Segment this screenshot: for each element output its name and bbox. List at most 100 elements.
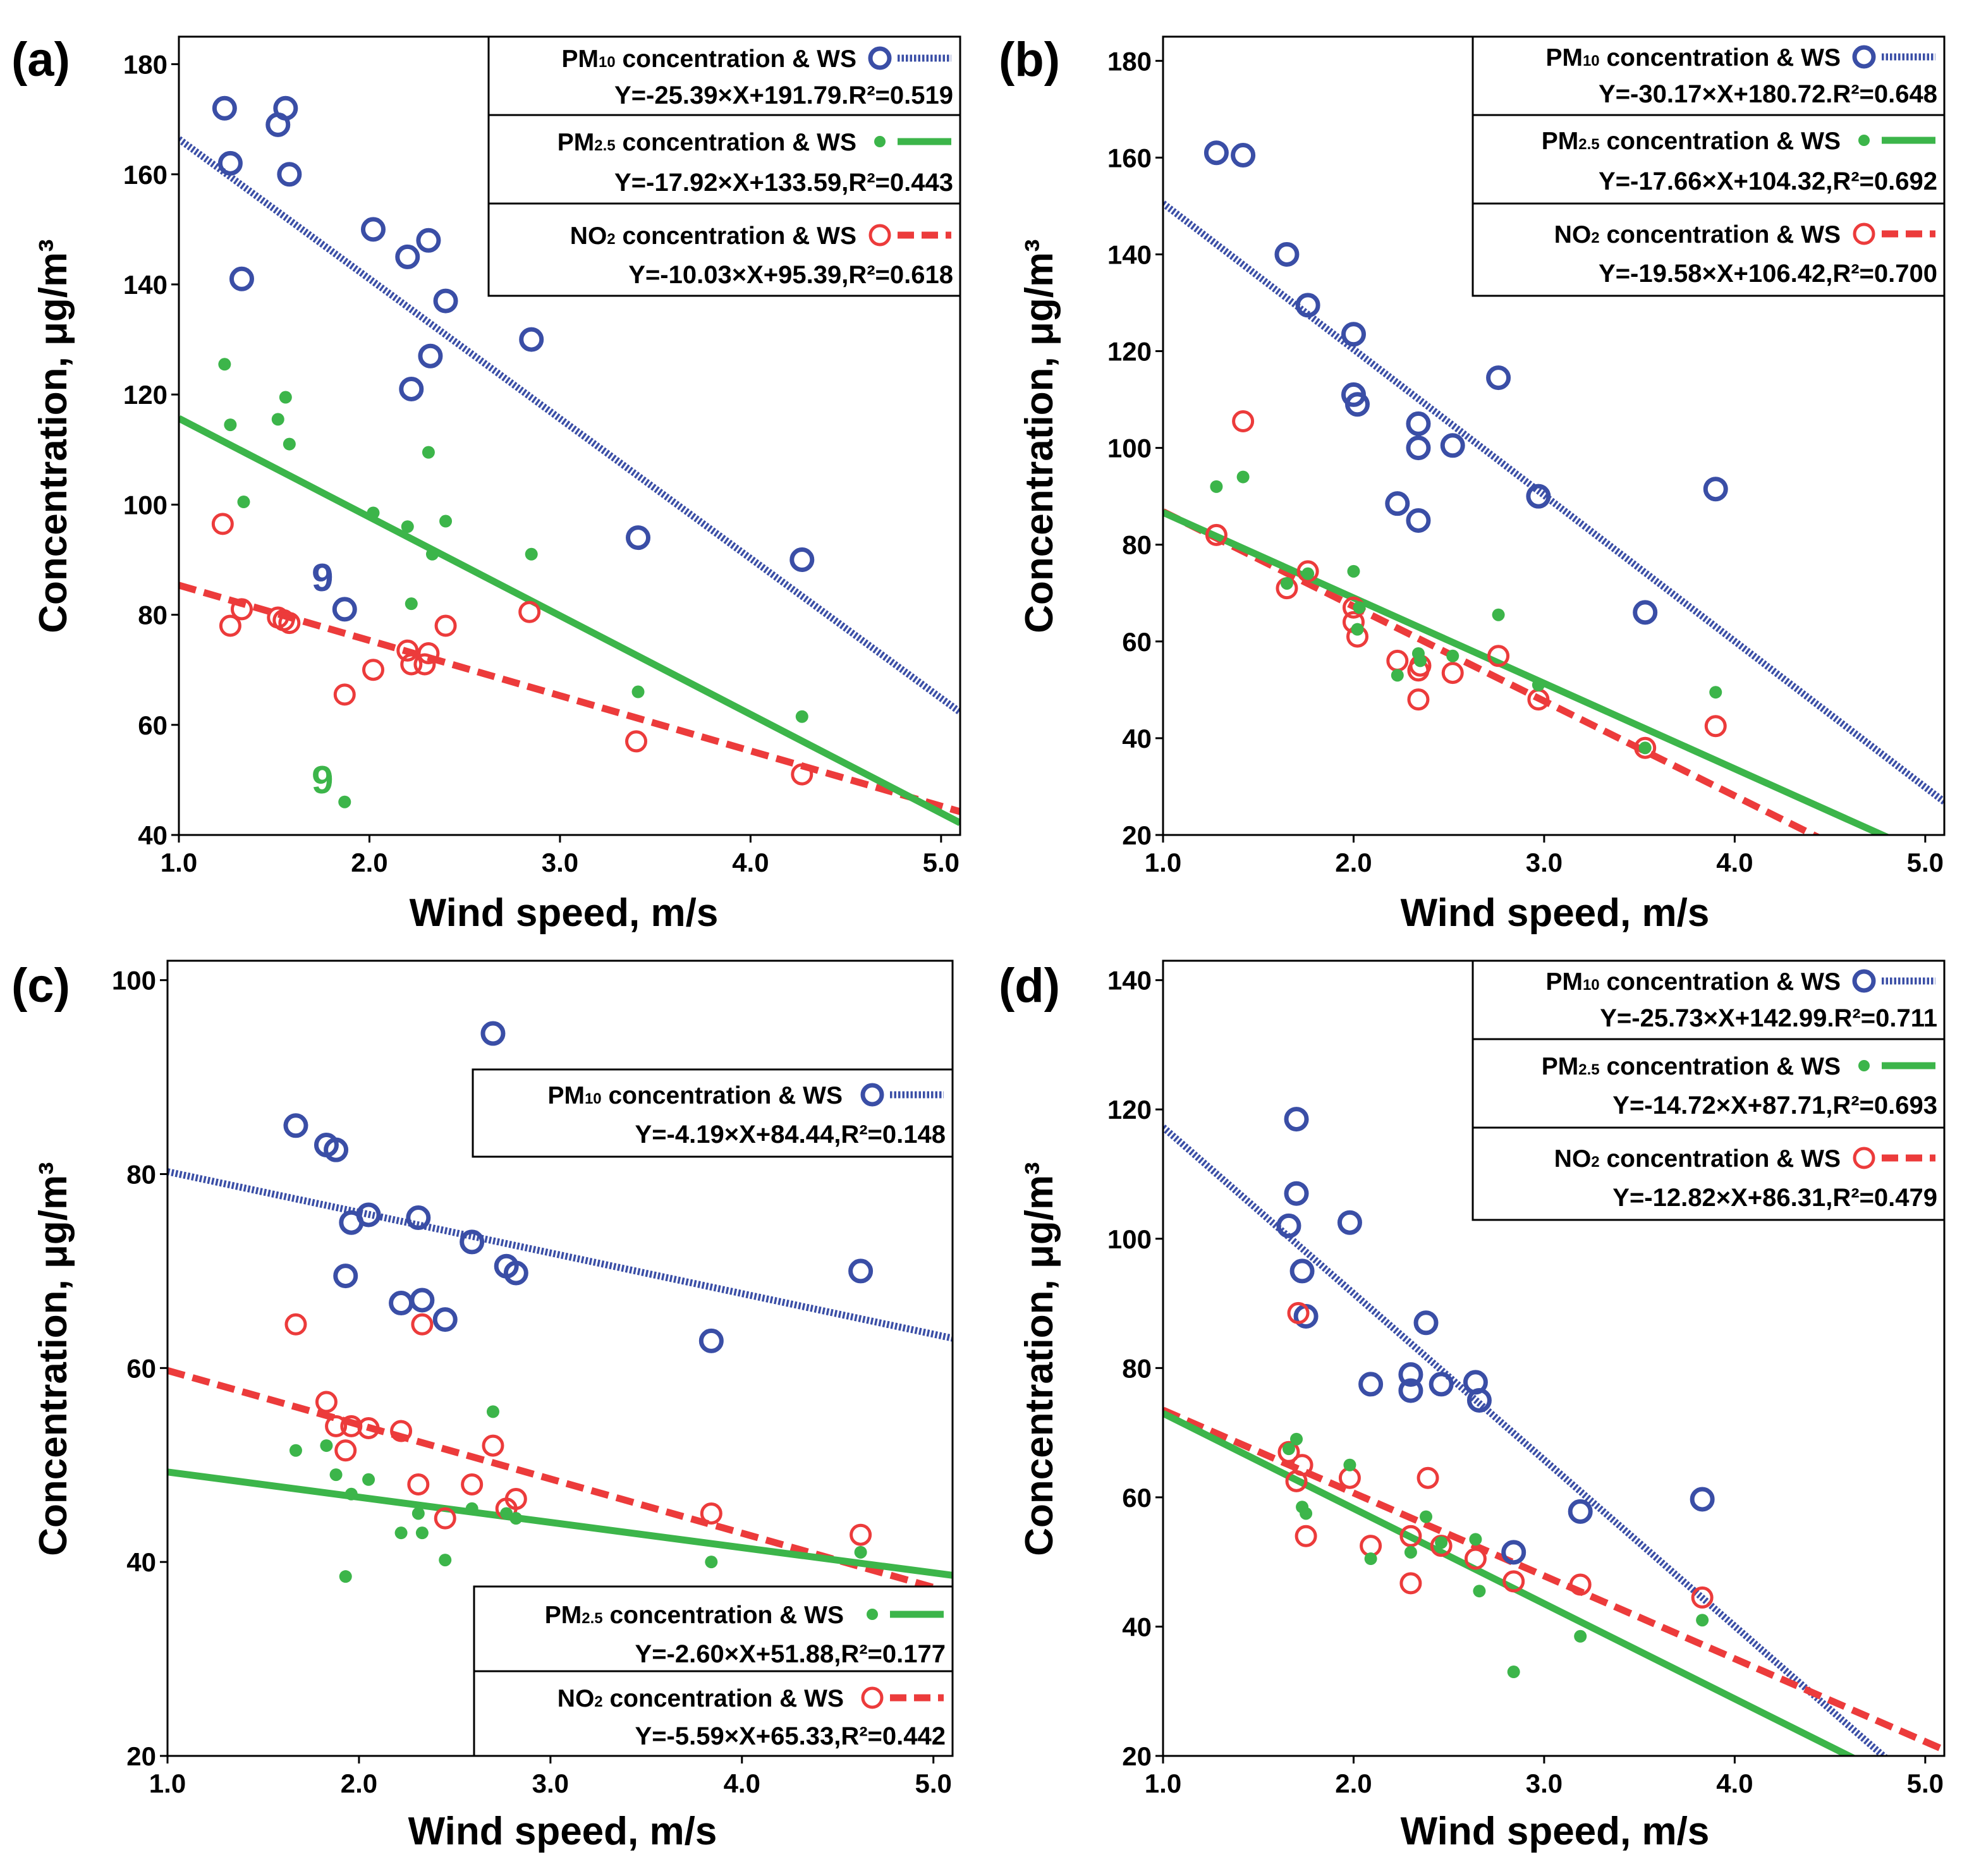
pm25-point	[1364, 1552, 1377, 1566]
legend-equation-pm25-c: Y=-2.60×X+51.88,R²=0.177	[635, 1640, 946, 1668]
x-tick-label: 2.0	[351, 848, 387, 877]
pm25-point	[854, 1545, 867, 1559]
x-tick-label: 3.0	[1526, 1769, 1563, 1798]
legend-circle-marker	[1853, 1147, 1875, 1169]
fit-lines-a	[179, 136, 960, 826]
pm25-point	[1301, 567, 1315, 580]
pm10-point	[1203, 140, 1229, 166]
legend-circle-marker	[868, 224, 891, 247]
pm25-point	[705, 1556, 718, 1569]
pm25-point	[338, 795, 351, 808]
legend-label-pm10-a: PM10 concentration & WS	[561, 46, 856, 73]
pm25-point	[405, 597, 418, 611]
pm25-point	[1532, 678, 1545, 691]
fit-lines-b	[1163, 200, 1944, 835]
no2-point	[1417, 1466, 1439, 1489]
y-axis-title-c: Concentration, μg/m³	[32, 1162, 75, 1556]
pm10-point	[1274, 241, 1300, 267]
pm10-point	[273, 95, 298, 121]
no2-point	[400, 653, 423, 676]
fit-line-no2-a	[179, 582, 960, 815]
no2-point	[334, 1439, 357, 1462]
pm25-point	[1413, 654, 1427, 667]
no2-point	[407, 1473, 430, 1495]
pm10-point	[332, 597, 357, 622]
y-tick-label: 100	[1107, 434, 1152, 463]
y-tick-label: 100	[112, 966, 156, 996]
no2-point	[1287, 1301, 1310, 1324]
fit-line-pm10-a	[179, 136, 960, 716]
no2-point	[1296, 560, 1319, 583]
pm25-point	[486, 1405, 499, 1418]
x-ticks-b: 1.0 2.0 3.0 4.0 5.0	[1145, 835, 1944, 877]
x-tick-label: 4.0	[724, 1769, 760, 1798]
panel-d: (d) Concentration, μg/m³ Wind speed, m/s…	[999, 959, 1946, 1853]
pm25-point	[1347, 564, 1360, 578]
pm25-point	[439, 515, 453, 528]
y-ticks-c: 20 40 60 80 100	[112, 966, 168, 1771]
pm25-point	[1351, 623, 1364, 636]
legend-equation-pm25-a: Y=-17.92×X+133.59,R²=0.443	[614, 169, 953, 197]
pm25-point	[367, 506, 380, 520]
no2-point	[791, 763, 813, 786]
fit-line-pm25-a	[179, 415, 960, 826]
pm10-point	[789, 547, 815, 572]
legend-a: PM10 concentration & WS Y=-25.39×X+191.7…	[487, 35, 961, 297]
y-tick-label: 140	[1107, 966, 1152, 996]
pm10-point	[333, 1264, 358, 1289]
y-ticks-b: 20 40 60 80 100 120 140 160 180	[1107, 46, 1163, 850]
no2-point	[211, 513, 234, 535]
fit-line-pm25-c	[168, 1468, 953, 1579]
no2-point	[1441, 662, 1464, 685]
pm25-point	[237, 496, 250, 509]
x-tick-label: 2.0	[1335, 848, 1372, 877]
no2-point	[1691, 1586, 1714, 1609]
pm10-point	[1344, 392, 1370, 417]
pm25-point	[1709, 686, 1722, 699]
annotation-pm25-a: 9	[312, 758, 333, 802]
x-axis-title-a: Wind speed, m/s	[410, 891, 719, 935]
y-tick-label: 180	[1107, 46, 1152, 76]
pm25-point	[1638, 741, 1652, 755]
legend-dot-marker	[1858, 135, 1870, 146]
x-tick-label: 2.0	[341, 1769, 377, 1798]
no2-point	[357, 1416, 380, 1439]
no2-point	[1407, 688, 1430, 711]
x-tick-label: 1.0	[1145, 1769, 1181, 1798]
legend-label-pm10-b: PM10 concentration & WS	[1545, 44, 1841, 71]
legend-label-pm25-a: PM2.5 concentration & WS	[558, 129, 856, 156]
pm10-point	[1703, 477, 1728, 502]
y-tick-label: 100	[1107, 1224, 1152, 1254]
y-tick-label: 40	[126, 1547, 156, 1577]
pm25-point	[362, 1473, 375, 1486]
legend-label-no2-b: NO2 concentration & WS	[1554, 221, 1841, 248]
pm25-point	[401, 520, 414, 533]
x-tick-label: 3.0	[542, 848, 578, 877]
x-tick-label: 5.0	[923, 848, 960, 877]
pm10-point	[1633, 600, 1658, 625]
y-tick-label: 40	[138, 820, 168, 850]
no2-point	[362, 659, 384, 681]
pm25-point	[500, 1507, 513, 1520]
pm25-point	[320, 1439, 333, 1453]
pm25-point	[422, 446, 435, 459]
pm25-point	[425, 547, 439, 561]
pm25-point	[283, 437, 296, 451]
x-tick-label: 5.0	[915, 1769, 952, 1798]
y-ticks-d: 20 40 60 80 100 120 140	[1107, 966, 1163, 1771]
legend-equation-no2-b: Y=-19.58×X+106.42,R²=0.700	[1599, 260, 1937, 288]
no2-point	[1232, 410, 1255, 433]
fit-line-no2-b	[1163, 508, 1822, 835]
no2-point	[625, 730, 648, 753]
pm25-point	[1210, 480, 1223, 493]
y-tick-label: 60	[138, 710, 168, 740]
no2-point	[411, 1313, 434, 1336]
no2-point	[284, 1313, 307, 1336]
pm10-point	[1289, 1258, 1315, 1284]
pm25-point	[1236, 470, 1250, 484]
y-ticks-a: 40 60 80 100 120 140 160 180	[123, 50, 179, 850]
y-tick-label: 140	[123, 270, 168, 300]
legend-circle-marker	[1852, 969, 1876, 993]
no2-point	[396, 639, 419, 662]
